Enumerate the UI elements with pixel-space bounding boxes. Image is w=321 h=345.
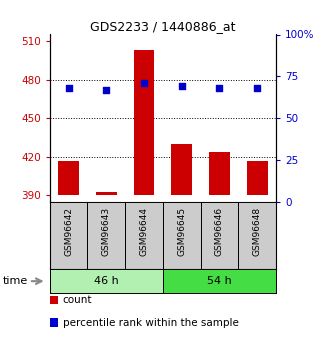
Point (255, 85, 260, 91)
Point (142, 80, 147, 86)
Bar (171, 144, 192, 195)
Text: GSM96644: GSM96644 (140, 207, 149, 256)
Bar (247, 161, 268, 195)
Text: 54 h: 54 h (207, 276, 232, 286)
Bar (87, 202, 125, 269)
Text: GSM96646: GSM96646 (215, 207, 224, 256)
Bar (58, 161, 79, 195)
Bar (163, 202, 201, 269)
Bar (238, 202, 276, 269)
Text: percentile rank within the sample: percentile rank within the sample (63, 318, 239, 327)
Point (179, 83, 184, 89)
Bar (125, 202, 163, 269)
Text: GSM96643: GSM96643 (102, 207, 111, 256)
Bar (163, 269, 276, 293)
Bar (209, 151, 230, 195)
Text: 46 h: 46 h (94, 276, 119, 286)
Bar (50, 202, 87, 269)
Title: GDS2233 / 1440886_at: GDS2233 / 1440886_at (90, 20, 236, 33)
Text: GSM96648: GSM96648 (253, 207, 262, 256)
Bar (96, 191, 117, 195)
Text: time: time (3, 276, 29, 286)
Point (66, 85, 71, 91)
Text: count: count (63, 295, 92, 305)
Point (217, 85, 222, 91)
Bar (50, 269, 163, 293)
Text: GSM96645: GSM96645 (177, 207, 186, 256)
Bar (134, 50, 154, 195)
Bar (201, 202, 238, 269)
Text: GSM96642: GSM96642 (64, 207, 73, 256)
Point (104, 87, 109, 92)
